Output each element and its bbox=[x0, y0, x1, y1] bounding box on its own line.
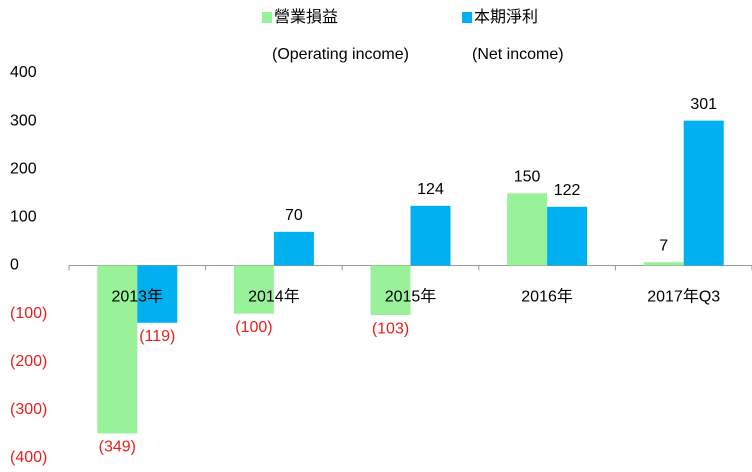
value-label: (119) bbox=[139, 328, 175, 345]
bar bbox=[683, 120, 724, 266]
bar bbox=[137, 265, 178, 323]
value-label: (100) bbox=[235, 319, 272, 336]
y-tick-label: 100 bbox=[10, 209, 37, 226]
x-tick-label: 2013年 bbox=[111, 288, 163, 306]
bar bbox=[507, 193, 548, 266]
bar bbox=[370, 265, 411, 316]
bar bbox=[410, 205, 451, 266]
legend-sublabel: (Operating income) bbox=[272, 46, 409, 63]
y-tick-label: (200) bbox=[10, 353, 47, 370]
value-label: (103) bbox=[372, 320, 409, 337]
x-tick-label: 2015年 bbox=[385, 288, 437, 306]
y-tick-label: 400 bbox=[10, 64, 37, 81]
legend-label: 營業損益 bbox=[274, 8, 338, 26]
bar bbox=[547, 206, 588, 266]
legend-label: 本期淨利 bbox=[474, 8, 538, 26]
y-tick-label: 300 bbox=[10, 112, 37, 129]
value-label: 70 bbox=[285, 207, 303, 224]
y-tick-label: (300) bbox=[10, 401, 47, 418]
bar bbox=[97, 265, 138, 434]
x-tick-label: 2014年 bbox=[248, 288, 300, 306]
x-tick-label: 2017年Q3 bbox=[647, 288, 720, 306]
y-tick-label: 200 bbox=[10, 160, 37, 177]
value-label: (349) bbox=[99, 439, 136, 456]
value-label: 7 bbox=[659, 237, 668, 254]
legend-swatch bbox=[462, 12, 472, 23]
y-tick-label: (100) bbox=[10, 305, 47, 322]
bar bbox=[233, 265, 274, 314]
y-tick-label: 0 bbox=[10, 257, 19, 274]
bar bbox=[643, 262, 684, 266]
value-label: 150 bbox=[514, 169, 541, 186]
legend-sublabel: (Net income) bbox=[472, 46, 564, 63]
legend-swatch bbox=[262, 12, 272, 23]
value-label: 301 bbox=[690, 96, 717, 113]
y-tick-label: (400) bbox=[10, 449, 47, 466]
value-label: 124 bbox=[417, 181, 444, 198]
value-label: 122 bbox=[554, 182, 581, 199]
x-tick-label: 2016年 bbox=[521, 288, 573, 306]
bar bbox=[273, 231, 314, 266]
